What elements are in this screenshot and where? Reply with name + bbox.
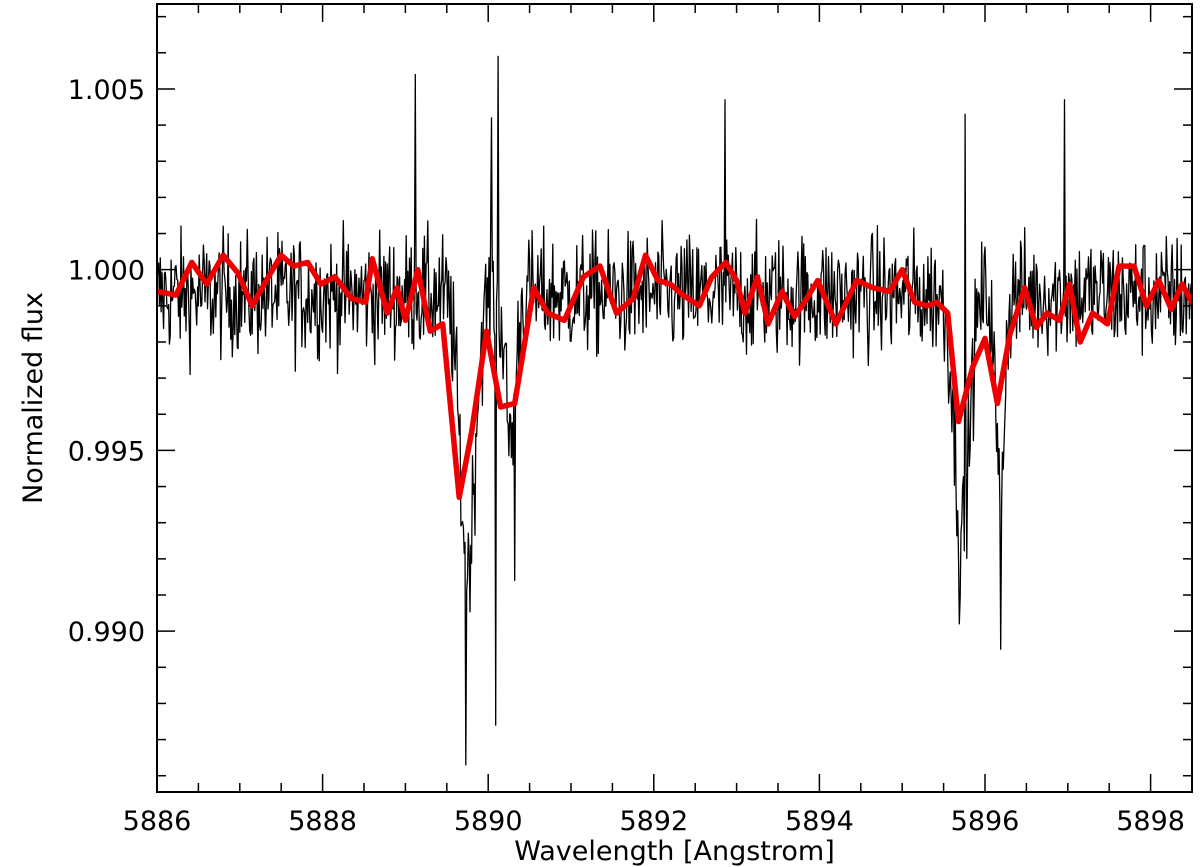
y-tick-label: 1.005	[68, 75, 145, 106]
x-tick-label: 5898	[1116, 806, 1185, 837]
y-tick-label: 1.000	[68, 256, 145, 287]
y-tick-label: 0.990	[68, 617, 145, 648]
x-tick-label: 5888	[288, 806, 357, 837]
x-tick-label: 5886	[123, 806, 192, 837]
observed-spectrum-line	[157, 55, 1192, 766]
x-tick-label: 5892	[619, 806, 688, 837]
binned-spectrum-line	[157, 252, 1192, 501]
x-tick-label: 5896	[951, 806, 1020, 837]
y-axis-title: Normalized flux	[18, 292, 49, 504]
y-tick-label: 0.995	[68, 436, 145, 467]
plot-frame	[156, 3, 1193, 793]
x-axis-title: Wavelength [Angstrom]	[514, 836, 835, 867]
x-tick-label: 5890	[454, 806, 523, 837]
x-tick-label: 5894	[785, 806, 854, 837]
